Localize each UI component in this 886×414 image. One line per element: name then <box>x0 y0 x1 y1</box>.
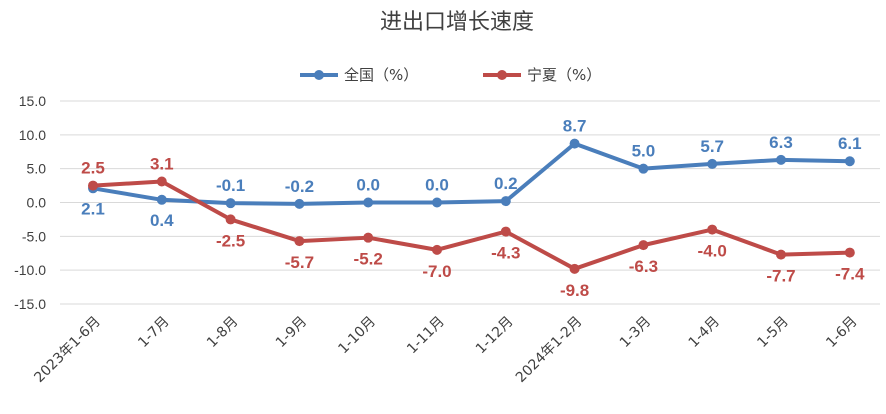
data-point <box>225 198 236 209</box>
y-tick-label: 5.0 <box>27 161 47 177</box>
x-tick-label: 2024年1-2月 <box>513 314 585 386</box>
data-label-national: 5.0 <box>632 142 656 161</box>
data-point <box>88 180 98 191</box>
data-label-national: 0.4 <box>150 211 174 230</box>
data-label-ningxia: -7.4 <box>835 265 865 284</box>
data-label-national: 0.0 <box>356 176 380 195</box>
y-tick-label: -10.0 <box>14 262 46 278</box>
data-point <box>294 198 305 209</box>
x-tick-label: 1-12月 <box>473 314 517 358</box>
data-label-ningxia: -4.0 <box>698 242 727 261</box>
data-label-national: -0.2 <box>285 177 314 196</box>
data-label-ningxia: 3.1 <box>150 155 174 174</box>
data-label-national: -0.1 <box>216 176 245 195</box>
y-tick-label: 15.0 <box>19 93 46 109</box>
data-label-national: 2.1 <box>81 199 105 218</box>
x-tick-label: 1-7月 <box>135 314 172 351</box>
data-point <box>707 224 718 235</box>
data-label-ningxia: -7.0 <box>422 262 451 281</box>
y-axis: 15.0 10.0 5.0 0.0 -5.0 -10.0 -15.0 <box>14 93 46 312</box>
data-point <box>500 226 511 237</box>
legend-item-ningxia: 宁夏（%） <box>483 66 601 84</box>
legend-item-national: 全国（%） <box>300 66 418 84</box>
data-point <box>776 249 786 260</box>
legend: 全国（%） 宁夏（%） <box>300 66 601 84</box>
data-point <box>776 154 786 165</box>
data-label-ningxia: -2.5 <box>216 231 245 250</box>
data-label-ningxia: -7.7 <box>766 267 795 286</box>
y-tick-label: -15.0 <box>14 296 46 312</box>
data-point <box>500 196 511 207</box>
legend-label-ningxia: 宁夏（%） <box>527 66 601 84</box>
data-point <box>432 244 442 255</box>
data-label-ningxia: 2.5 <box>81 159 105 178</box>
chart-title: 进出口增长速度 <box>380 10 534 35</box>
x-tick-label: 1-4月 <box>686 314 723 351</box>
data-point <box>569 138 580 149</box>
legend-label-national: 全国（%） <box>344 66 418 84</box>
x-tick-label: 1-6月 <box>823 314 860 351</box>
x-tick-label: 1-11月 <box>404 314 448 358</box>
series-line-0 <box>91 141 852 206</box>
data-label-national: 6.1 <box>838 134 862 153</box>
data-label-national: 5.7 <box>700 137 724 156</box>
data-label-ningxia: -5.7 <box>285 253 314 272</box>
series-line-1 <box>91 179 852 271</box>
x-tick-label: 1-8月 <box>204 314 241 351</box>
x-axis: 2023年1-6月 1-7月 1-8月 1-9月 1-10月 1-11月 1-12月2024… <box>31 314 860 386</box>
x-tick-label: 1-3月 <box>617 314 654 351</box>
data-point <box>638 163 649 174</box>
data-point <box>294 236 305 247</box>
data-label-ningxia: -9.8 <box>560 281 589 300</box>
y-tick-label: 0.0 <box>27 195 47 211</box>
data-point <box>156 176 167 187</box>
y-tick-label: 10.0 <box>19 127 46 143</box>
data-point <box>225 214 236 225</box>
x-tick-label: 1-9月 <box>273 314 310 351</box>
data-point <box>707 158 718 169</box>
data-label-ningxia: -5.2 <box>354 250 383 269</box>
data-label-national: 0.0 <box>425 176 449 195</box>
data-point <box>844 156 855 167</box>
data-point <box>363 232 374 243</box>
series-layer <box>88 138 855 274</box>
y-tick-label: -5.0 <box>22 228 46 244</box>
x-tick-label: 1-5月 <box>754 314 791 351</box>
data-point <box>844 247 855 258</box>
data-label-national: 0.2 <box>494 174 518 193</box>
x-tick-label: 2023年1-6月 <box>31 314 103 386</box>
data-point <box>363 197 374 208</box>
data-label-ningxia: -6.3 <box>629 257 658 276</box>
data-point <box>432 197 442 208</box>
data-label-national: 8.7 <box>563 117 587 136</box>
data-point <box>156 194 167 205</box>
data-labels: 2.1 2.5 0.4 3.1 -0.1 -2.5 -0.2 -5.7 0.0 -5.2 0.0 -7… <box>81 117 865 300</box>
data-label-national: 6.3 <box>769 133 793 152</box>
data-point <box>569 263 580 274</box>
data-point <box>638 240 649 251</box>
data-label-ningxia: -4.3 <box>491 244 520 263</box>
x-tick-label: 1-10月 <box>335 314 379 358</box>
